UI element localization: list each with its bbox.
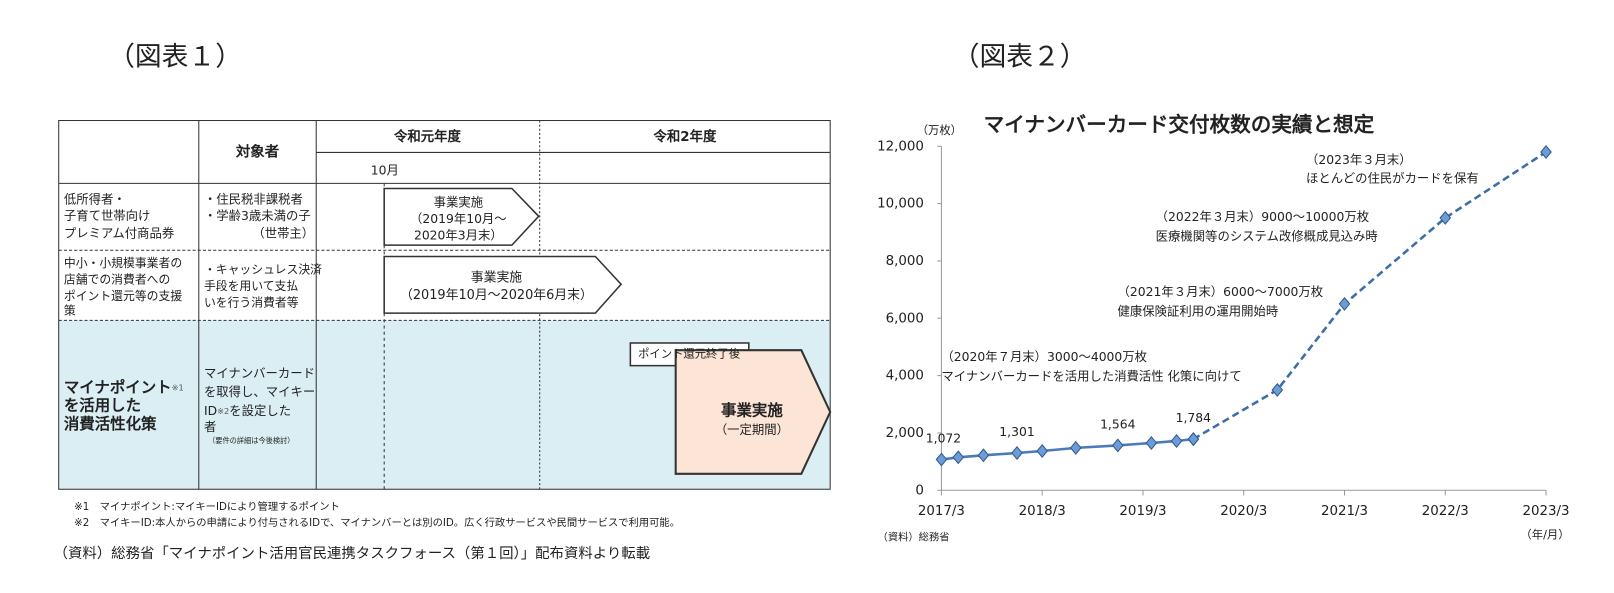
target: を取得し、マイキー xyxy=(204,384,315,399)
footnote: ※1 マイナポイント:マイキーIDにより管理するポイント xyxy=(74,500,340,513)
data-point xyxy=(935,452,948,467)
data-point xyxy=(1187,432,1200,447)
target: ・住民税非課税者 xyxy=(204,191,303,206)
x-tick-label: 2021/3 xyxy=(1321,504,1368,519)
target: いを行う消費者等 xyxy=(204,295,299,309)
measure: 消費活性化策 xyxy=(64,414,157,433)
period: （一定期間） xyxy=(715,422,789,437)
x-unit: （年/月） xyxy=(1520,528,1569,542)
measure: マイナポイント※1 xyxy=(64,377,184,396)
annotation: （2020年７月末）3000～4000万枚 xyxy=(941,349,1147,364)
data-point xyxy=(1111,438,1124,453)
measure: 策 xyxy=(64,304,76,318)
annotation: （2021年３月末）6000～7000万枚 xyxy=(1118,284,1324,299)
x-tick-label: 2020/3 xyxy=(1220,504,1267,519)
note-box-label: ポイント還元終了後 xyxy=(638,346,741,360)
header: 令和元年度 xyxy=(393,128,462,145)
content: （図表１） 対象者 令和元年度 令和2年度 10月低所得者・子育て世帯向けプレミアム付商… xyxy=(54,42,1570,562)
data-point xyxy=(1036,444,1049,458)
x-tick-label: 2022/3 xyxy=(1422,504,1469,519)
target-text: を設定した xyxy=(229,402,291,417)
figure-label: （図表１） xyxy=(108,42,242,73)
annotation: （2022年３月末）9000～10000万枚 xyxy=(1156,209,1369,224)
data-point xyxy=(1338,296,1351,311)
value-label: 1,301 xyxy=(999,425,1034,439)
value-label: 1,564 xyxy=(1100,417,1136,431)
x-tick-label: 2023/3 xyxy=(1522,504,1569,519)
y-tick-label: 8,000 xyxy=(886,254,924,269)
series-line xyxy=(941,437,1194,461)
target: ID※2を設定した xyxy=(204,402,291,417)
data-point xyxy=(1271,382,1284,397)
measure: 低所得者・ xyxy=(64,191,126,206)
y-tick-label: 2,000 xyxy=(886,426,924,441)
target-text: ID xyxy=(204,403,217,417)
annotation: 医療機関等のシステム改修概成見込み時 xyxy=(1156,228,1378,243)
x-tick-label: 2017/3 xyxy=(918,504,965,519)
data-point xyxy=(977,448,990,463)
value-label: 1,784 xyxy=(1176,411,1212,425)
period-arrow xyxy=(674,349,832,475)
measure: を活用した xyxy=(64,395,141,414)
value-label: 1,072 xyxy=(926,431,961,445)
measure: 店舗での消費者への xyxy=(64,273,170,287)
period-arrow xyxy=(383,187,540,246)
annotation: ほとんどの住民がカードを保有 xyxy=(1306,171,1479,186)
measure: 中小・小規模事業者の xyxy=(64,256,182,270)
annotation: マイナンバーカードを活用した消費活性 化策に向けて xyxy=(941,368,1241,383)
data-point xyxy=(1145,435,1158,450)
table-frame xyxy=(58,119,831,490)
footnote: ※2 マイキーID:本人からの申請により付与されるIDで、マイナンバーとは別のI… xyxy=(74,516,680,529)
footnote-mark: ※1 xyxy=(172,382,184,392)
x-tick-label: 2018/3 xyxy=(1019,504,1066,519)
measure: ポイント還元等の支援 xyxy=(64,289,182,303)
measure: プレミアム付商品券 xyxy=(64,225,175,240)
period: （2019年10月～2020年6月末） xyxy=(400,288,593,303)
data-point xyxy=(1069,440,1082,455)
data-point xyxy=(1439,210,1452,225)
header: 対象者 xyxy=(235,142,279,160)
data-point xyxy=(1170,433,1183,448)
footnote-mark: ※2 xyxy=(217,405,229,415)
target: ・学齢3歳未満の子 xyxy=(204,208,311,223)
target: 者 xyxy=(204,420,216,434)
measure-text: マイナポイント xyxy=(64,377,172,396)
period: 2020年3月末） xyxy=(414,228,503,242)
period: 事業実施 xyxy=(721,400,783,419)
data-point xyxy=(1011,445,1023,460)
period: （2019年10月～ xyxy=(410,212,507,226)
y-tick-label: 12,000 xyxy=(877,139,924,154)
data-point xyxy=(1540,145,1552,159)
data-point xyxy=(952,450,965,465)
header: 令和2年度 xyxy=(653,128,717,145)
target: ・キャッシュレス決済 xyxy=(204,262,322,276)
period: 事業実施 xyxy=(434,194,483,209)
target-detail: （要件の詳細は今後検討） xyxy=(208,436,294,445)
chart-title: マイナンバーカード交付枚数の実績と想定 xyxy=(984,113,1375,137)
source: （資料）総務省「マイナポイント活用官民連携タスクフォース（第１回）」配布資料より… xyxy=(54,544,651,562)
y-tick-label: 4,000 xyxy=(886,369,924,384)
annotation: 健康保険証利用の運用開始時 xyxy=(1118,304,1279,319)
chart-source: （資料）総務省 xyxy=(878,531,950,544)
y-tick-label: 6,000 xyxy=(886,311,924,326)
target: 手段を用いて支払 xyxy=(204,279,298,293)
y-tick-label: 10,000 xyxy=(877,197,924,212)
measure: 子育て世帯向け xyxy=(64,208,151,223)
annotation: （2023年３月末） xyxy=(1306,153,1412,167)
period: 事業実施 xyxy=(471,270,523,286)
month-label: 10月 xyxy=(371,163,399,177)
x-tick-label: 2019/3 xyxy=(1119,504,1166,519)
target: （世帯主） xyxy=(252,226,314,240)
y-unit: （万枚） xyxy=(917,123,962,137)
period-arrow xyxy=(383,255,623,314)
target: マイナンバーカード xyxy=(204,366,315,380)
y-tick-label: 0 xyxy=(915,483,924,498)
figure-label: （図表２） xyxy=(953,42,1087,73)
